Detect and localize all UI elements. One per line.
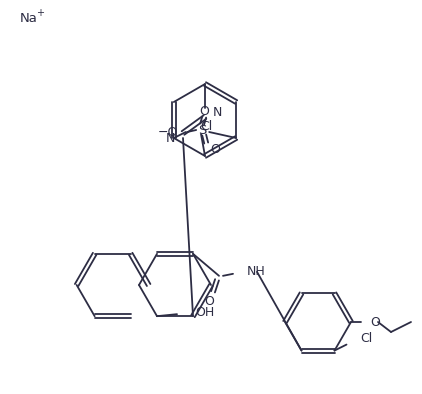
Text: NH: NH [247, 265, 266, 278]
Text: O: O [204, 296, 214, 309]
Text: O: O [370, 316, 380, 329]
Text: O: O [210, 143, 220, 156]
Text: OH: OH [195, 306, 214, 319]
Text: Cl: Cl [200, 119, 212, 132]
Text: −O: −O [158, 126, 178, 139]
Text: Cl: Cl [360, 332, 373, 345]
Text: Na: Na [20, 11, 38, 24]
Text: O: O [199, 104, 209, 117]
Text: N: N [213, 106, 222, 119]
Text: S: S [198, 123, 206, 136]
Text: +: + [36, 8, 44, 18]
Text: N: N [165, 132, 175, 145]
